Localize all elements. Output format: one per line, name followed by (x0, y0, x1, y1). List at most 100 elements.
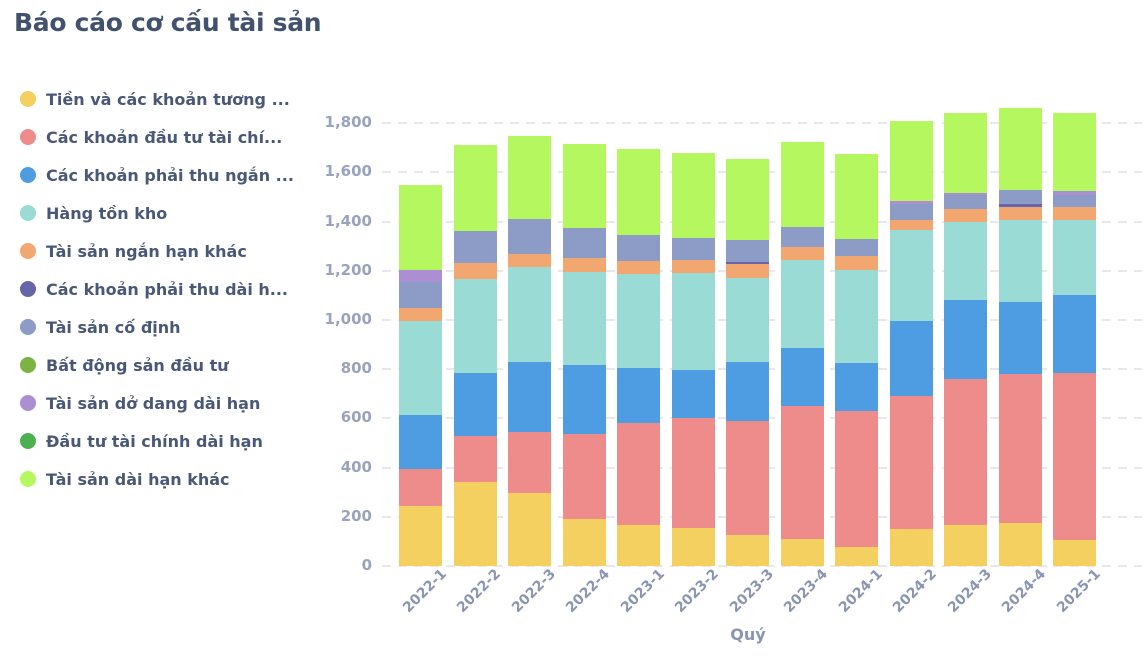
bar-segment[interactable] (835, 363, 878, 411)
bar-segment[interactable] (562, 365, 606, 435)
bar-segment[interactable] (1053, 206, 1096, 221)
bar-segment[interactable] (617, 525, 660, 566)
bar-segment[interactable] (889, 396, 933, 530)
bar-segment[interactable] (889, 120, 933, 201)
legend-item[interactable]: Các khoản phải thu ngắn ... (20, 164, 294, 186)
bar-segment[interactable] (780, 247, 824, 260)
bar-segment[interactable] (998, 301, 1042, 375)
bar-segment[interactable] (726, 361, 769, 421)
bar-segment[interactable] (726, 261, 769, 264)
bar-segment[interactable] (726, 263, 769, 279)
bar-segment[interactable] (998, 204, 1042, 207)
legend-item[interactable]: Các khoản phải thu dài h... (20, 278, 288, 300)
bar-segment[interactable] (944, 209, 987, 222)
bar-segment[interactable] (889, 200, 933, 205)
bar-segment[interactable] (780, 141, 824, 227)
legend-item[interactable]: Tài sản cố định (20, 316, 181, 338)
bar-segment[interactable] (399, 269, 442, 282)
bar-segment[interactable] (562, 227, 606, 259)
bar-segment[interactable] (562, 144, 606, 228)
bar-segment[interactable] (617, 235, 660, 261)
bar-segment[interactable] (399, 281, 442, 308)
bar-segment[interactable] (617, 149, 660, 236)
bar-segment[interactable] (1053, 540, 1096, 566)
bar-segment[interactable] (998, 108, 1042, 190)
bar-segment[interactable] (835, 153, 878, 239)
bar-segment[interactable] (453, 372, 497, 436)
bar-segment[interactable] (944, 193, 987, 195)
bar-segment[interactable] (508, 219, 551, 254)
bar-segment[interactable] (399, 184, 442, 270)
bar-segment[interactable] (780, 348, 824, 407)
bar-segment[interactable] (944, 525, 987, 566)
bar-segment[interactable] (399, 468, 442, 506)
bar-segment[interactable] (726, 535, 769, 566)
legend-item[interactable]: Đầu tư tài chính dài hạn (20, 430, 263, 452)
bar-segment[interactable] (453, 279, 497, 373)
bar-segment[interactable] (889, 321, 933, 397)
bar-segment[interactable] (1053, 220, 1096, 296)
bar-segment[interactable] (998, 374, 1042, 523)
bar-segment[interactable] (671, 418, 715, 528)
bar-segment[interactable] (835, 547, 878, 566)
bar-segment[interactable] (453, 145, 497, 232)
bar-segment[interactable] (1053, 113, 1096, 192)
bar-segment[interactable] (508, 361, 551, 432)
bar-segment[interactable] (726, 278, 769, 362)
bar-segment[interactable] (726, 239, 769, 262)
bar-segment[interactable] (453, 482, 497, 566)
bar-segment[interactable] (944, 221, 987, 301)
bar-segment[interactable] (399, 307, 442, 322)
bar-segment[interactable] (1053, 194, 1096, 207)
bar-segment[interactable] (617, 367, 660, 424)
bar-segment[interactable] (453, 231, 497, 264)
bar-segment[interactable] (671, 259, 715, 274)
bar-segment[interactable] (1053, 295, 1096, 373)
bar-segment[interactable] (671, 527, 715, 566)
bar-segment[interactable] (944, 300, 987, 379)
bar-segment[interactable] (780, 406, 824, 539)
bar-segment[interactable] (726, 420, 769, 536)
bar-segment[interactable] (944, 194, 987, 210)
bar-segment[interactable] (399, 505, 442, 566)
bar-segment[interactable] (889, 529, 933, 566)
bar-segment[interactable] (889, 230, 933, 322)
bar-segment[interactable] (1053, 191, 1096, 195)
bar-segment[interactable] (998, 206, 1042, 221)
legend-item[interactable]: Tài sản dài hạn khác (20, 468, 230, 490)
legend-item[interactable]: Tài sản ngắn hạn khác (20, 240, 247, 262)
bar-segment[interactable] (835, 256, 878, 270)
bar-segment[interactable] (562, 434, 606, 520)
bar-segment[interactable] (671, 273, 715, 371)
bar-segment[interactable] (508, 431, 551, 494)
bar-segment[interactable] (562, 519, 606, 566)
bar-segment[interactable] (399, 414, 442, 469)
bar-segment[interactable] (671, 152, 715, 238)
bar-segment[interactable] (562, 272, 606, 366)
legend-item[interactable]: Tiền và các khoản tương ... (20, 88, 290, 110)
bar-segment[interactable] (562, 258, 606, 272)
legend-item[interactable]: Hàng tồn kho (20, 202, 167, 224)
bar-segment[interactable] (617, 423, 660, 526)
bar-segment[interactable] (508, 267, 551, 362)
bar-segment[interactable] (399, 321, 442, 415)
bar-segment[interactable] (998, 220, 1042, 302)
legend-item[interactable]: Tài sản dở dang dài hạn (20, 392, 260, 414)
bar-segment[interactable] (453, 435, 497, 483)
bar-segment[interactable] (508, 135, 551, 220)
legend-item[interactable]: Bất động sản đầu tư (20, 354, 229, 376)
bar-segment[interactable] (835, 410, 878, 548)
bar-segment[interactable] (835, 269, 878, 363)
bar-segment[interactable] (508, 493, 551, 566)
bar-segment[interactable] (998, 522, 1042, 566)
bar-segment[interactable] (671, 370, 715, 419)
bar-segment[interactable] (780, 538, 824, 566)
bar-segment[interactable] (889, 220, 933, 231)
legend-item[interactable]: Các khoản đầu tư tài chí... (20, 126, 282, 148)
bar-segment[interactable] (944, 379, 987, 526)
bar-segment[interactable] (617, 274, 660, 368)
bar-segment[interactable] (944, 113, 987, 194)
bar-segment[interactable] (453, 263, 497, 280)
bar-segment[interactable] (780, 259, 824, 349)
bar-segment[interactable] (835, 238, 878, 257)
